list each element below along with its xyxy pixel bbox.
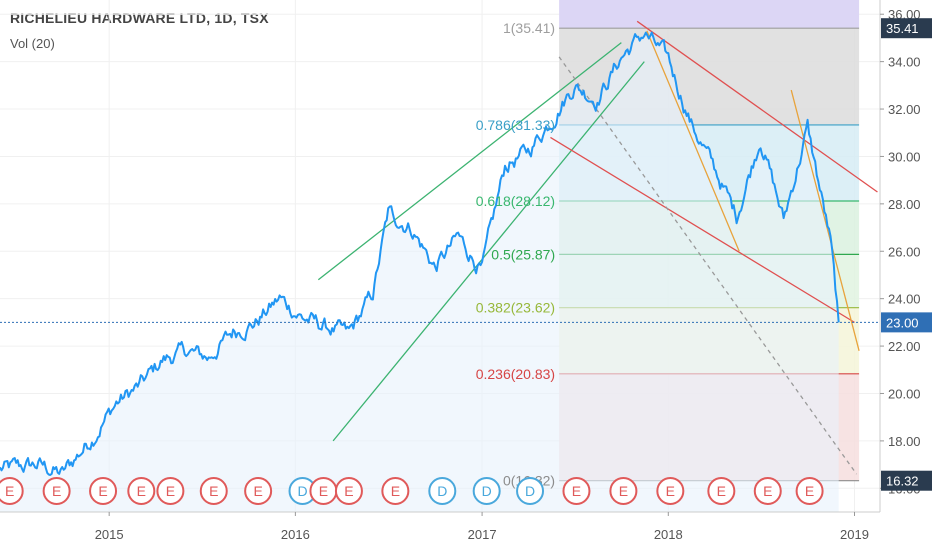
price-tick-label: 22.00 bbox=[888, 339, 921, 354]
fib-level-label: 0.236(20.83) bbox=[476, 366, 555, 382]
earnings-marker[interactable] bbox=[89, 477, 118, 505]
earnings-marker[interactable] bbox=[795, 477, 824, 505]
fib-level-label: 0.382(23.62) bbox=[476, 300, 555, 316]
price-tick-label: 28.00 bbox=[888, 197, 921, 212]
price-series bbox=[0, 31, 880, 476]
earnings-marker[interactable] bbox=[0, 477, 24, 505]
volume-indicator-label[interactable]: Vol (20) bbox=[10, 36, 55, 51]
event-marker-label: E bbox=[52, 483, 61, 499]
event-marker-label: E bbox=[805, 483, 814, 499]
trendline[interactable] bbox=[332, 61, 645, 442]
event-marker-label: E bbox=[619, 483, 628, 499]
earnings-marker[interactable] bbox=[127, 477, 156, 505]
fib-level-label: 1(35.41) bbox=[503, 20, 555, 36]
event-marker-label: D bbox=[437, 483, 447, 499]
time-tick-label: 2015 bbox=[95, 527, 124, 542]
trendline[interactable] bbox=[317, 42, 622, 281]
time-tick-label: 2017 bbox=[468, 527, 497, 542]
price-tick-label: 32.00 bbox=[888, 102, 921, 117]
event-marker-label: E bbox=[137, 483, 146, 499]
event-marker-label: E bbox=[5, 483, 14, 499]
earnings-marker[interactable] bbox=[656, 477, 685, 505]
price-line bbox=[0, 31, 840, 476]
event-marker-label: E bbox=[319, 483, 328, 499]
price-axis-bg bbox=[880, 0, 932, 512]
price-tick-label: 34.00 bbox=[888, 55, 921, 70]
fib-low-badge: 16.32 bbox=[886, 474, 919, 489]
event-marker-label: E bbox=[253, 483, 262, 499]
dividend-marker[interactable] bbox=[428, 477, 457, 505]
fib-high-badge-bg bbox=[881, 18, 932, 39]
earnings-marker[interactable] bbox=[609, 477, 638, 505]
event-marker-label: E bbox=[391, 483, 400, 499]
earnings-marker[interactable] bbox=[244, 477, 273, 505]
price-tick-label: 24.00 bbox=[888, 292, 921, 307]
price-axis[interactable]: 16.0018.0020.0022.0024.0026.0028.0030.00… bbox=[879, 0, 932, 512]
last-price-badge: 23.00 bbox=[886, 315, 919, 330]
trendlines[interactable] bbox=[317, 20, 878, 475]
price-tick-label: 18.00 bbox=[888, 434, 921, 449]
dividend-marker[interactable] bbox=[472, 477, 501, 505]
earnings-marker[interactable] bbox=[562, 477, 591, 505]
earnings-marker[interactable] bbox=[156, 477, 185, 505]
fib-level-label: 0.786(31.33) bbox=[476, 117, 555, 133]
event-marker-label: D bbox=[297, 483, 307, 499]
time-tick-label: 2019 bbox=[840, 527, 869, 542]
price-tick-label: 30.00 bbox=[888, 149, 921, 164]
event-marker-label: E bbox=[209, 483, 218, 499]
fib-level-label: 0.618(28.12) bbox=[476, 193, 555, 209]
event-marker-label: E bbox=[717, 483, 726, 499]
time-tick-label: 2018 bbox=[654, 527, 683, 542]
earnings-marker[interactable] bbox=[707, 477, 736, 505]
price-tick-label: 26.00 bbox=[888, 244, 921, 259]
event-marker-label: E bbox=[572, 483, 581, 499]
earnings-marker[interactable] bbox=[199, 477, 228, 505]
event-marker-label: D bbox=[482, 483, 492, 499]
fibonacci-labels: 1(35.41) 0.786(31.33) 0.618(28.12) 0.5(25.8… bbox=[476, 20, 555, 489]
fib-level-label: 0.5(25.87) bbox=[491, 246, 555, 262]
earnings-marker[interactable] bbox=[42, 477, 71, 505]
trendline[interactable] bbox=[636, 20, 878, 193]
price-area-fill bbox=[0, 32, 839, 512]
event-marker-label: D bbox=[525, 483, 535, 499]
fib-high-badge: 35.41 bbox=[886, 21, 919, 36]
fib-low-badge-bg bbox=[881, 470, 932, 491]
event-marker-label: E bbox=[666, 483, 675, 499]
event-marker-label: E bbox=[166, 483, 175, 499]
earnings-marker[interactable] bbox=[334, 477, 363, 505]
event-marker-label: E bbox=[763, 483, 772, 499]
earnings-marker[interactable] bbox=[753, 477, 782, 505]
last-price-badge-bg bbox=[881, 312, 932, 333]
dividend-marker[interactable] bbox=[516, 477, 545, 505]
time-tick-label: 2016 bbox=[281, 527, 310, 542]
earnings-marker[interactable] bbox=[381, 477, 410, 505]
time-axis[interactable]: 2015 2016 2017 2018 2019 bbox=[0, 511, 932, 550]
price-tick-label: 20.00 bbox=[888, 386, 921, 401]
event-marker-label: E bbox=[98, 483, 107, 499]
trendline[interactable] bbox=[558, 56, 858, 475]
event-marker-label: E bbox=[344, 483, 353, 499]
price-area bbox=[0, 32, 839, 512]
time-axis-bg bbox=[0, 512, 932, 550]
trendline[interactable] bbox=[646, 30, 740, 252]
trendline[interactable] bbox=[790, 89, 860, 351]
trendline[interactable] bbox=[550, 136, 855, 323]
fib-zone bbox=[559, 0, 860, 29]
